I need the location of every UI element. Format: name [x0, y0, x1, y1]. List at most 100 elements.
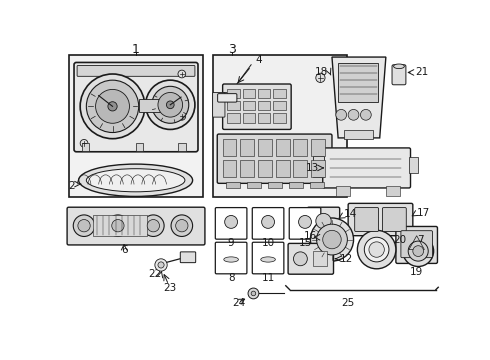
Circle shape — [403, 236, 434, 266]
Circle shape — [262, 216, 274, 228]
Bar — [93, 215, 147, 237]
Circle shape — [80, 74, 145, 139]
Circle shape — [146, 80, 195, 130]
Ellipse shape — [261, 257, 275, 262]
FancyBboxPatch shape — [213, 93, 225, 117]
Circle shape — [107, 215, 129, 237]
FancyBboxPatch shape — [348, 203, 413, 236]
Bar — [276, 160, 290, 177]
Text: 23: 23 — [164, 283, 177, 293]
Circle shape — [248, 288, 259, 299]
FancyBboxPatch shape — [307, 207, 340, 237]
Circle shape — [96, 89, 129, 123]
Text: 10: 10 — [262, 238, 274, 248]
Circle shape — [86, 80, 139, 132]
Bar — [343, 130, 373, 139]
Bar — [336, 186, 350, 195]
FancyBboxPatch shape — [218, 94, 237, 102]
Bar — [227, 101, 240, 110]
FancyBboxPatch shape — [252, 242, 284, 274]
FancyBboxPatch shape — [215, 208, 247, 239]
FancyBboxPatch shape — [222, 84, 291, 130]
Bar — [273, 113, 286, 122]
Circle shape — [294, 252, 307, 266]
FancyBboxPatch shape — [396, 226, 438, 264]
Bar — [409, 157, 418, 172]
Text: 15: 15 — [298, 238, 312, 248]
Bar — [294, 139, 307, 156]
Bar — [247, 182, 261, 188]
Circle shape — [413, 246, 423, 256]
Circle shape — [361, 109, 371, 120]
Circle shape — [171, 215, 193, 237]
Text: 3: 3 — [228, 43, 236, 56]
Bar — [258, 113, 270, 122]
Text: 17: 17 — [416, 208, 430, 217]
Text: 25: 25 — [341, 298, 354, 309]
Bar — [311, 139, 325, 156]
Text: 18: 18 — [315, 67, 328, 77]
Circle shape — [73, 215, 95, 237]
Bar — [178, 143, 186, 151]
Polygon shape — [332, 57, 386, 138]
Circle shape — [408, 241, 428, 261]
Circle shape — [251, 291, 256, 296]
Circle shape — [158, 262, 164, 268]
Bar — [240, 139, 254, 156]
Circle shape — [176, 220, 188, 232]
Circle shape — [348, 109, 359, 120]
Circle shape — [147, 220, 160, 232]
Circle shape — [158, 93, 183, 117]
Bar — [240, 160, 254, 177]
FancyBboxPatch shape — [289, 208, 321, 239]
FancyBboxPatch shape — [180, 252, 196, 263]
Bar — [313, 156, 324, 177]
Bar — [227, 113, 240, 122]
Bar — [139, 99, 160, 112]
Bar — [136, 143, 143, 151]
Bar — [268, 182, 282, 188]
Text: 7: 7 — [416, 235, 423, 244]
Text: 11: 11 — [262, 273, 275, 283]
Bar — [243, 101, 255, 110]
Circle shape — [178, 70, 186, 78]
Bar — [222, 139, 237, 156]
Text: 1: 1 — [132, 43, 140, 56]
Text: 12: 12 — [340, 254, 353, 264]
Ellipse shape — [78, 164, 193, 197]
Circle shape — [316, 73, 325, 82]
Ellipse shape — [393, 64, 404, 69]
Bar — [289, 182, 303, 188]
Text: 14: 14 — [343, 209, 357, 219]
Circle shape — [336, 109, 346, 120]
Circle shape — [112, 220, 124, 232]
Bar — [258, 139, 272, 156]
Bar — [310, 182, 323, 188]
Bar — [243, 89, 255, 98]
FancyBboxPatch shape — [67, 207, 205, 245]
Bar — [69, 55, 203, 197]
Bar — [226, 182, 240, 188]
Circle shape — [78, 220, 90, 232]
Circle shape — [365, 237, 389, 262]
Circle shape — [143, 215, 164, 237]
Circle shape — [167, 101, 174, 109]
Circle shape — [178, 112, 186, 120]
FancyBboxPatch shape — [74, 62, 198, 152]
Bar — [227, 89, 240, 98]
Bar — [338, 63, 378, 102]
Circle shape — [311, 218, 354, 261]
Circle shape — [317, 224, 347, 255]
Bar — [313, 251, 326, 266]
Circle shape — [298, 216, 312, 228]
Text: 16: 16 — [303, 231, 317, 241]
Circle shape — [108, 102, 117, 111]
FancyBboxPatch shape — [382, 208, 406, 231]
FancyBboxPatch shape — [252, 208, 284, 239]
Circle shape — [316, 213, 331, 229]
Text: 2: 2 — [69, 181, 75, 191]
Text: 22: 22 — [148, 269, 162, 279]
Bar — [258, 101, 270, 110]
Bar — [258, 89, 270, 98]
Text: 8: 8 — [228, 273, 234, 283]
